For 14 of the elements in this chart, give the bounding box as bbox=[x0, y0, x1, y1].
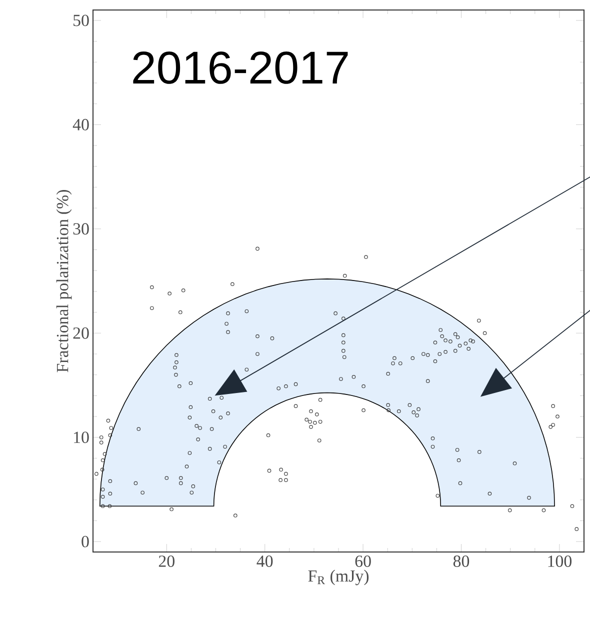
y-tick-label: 20 bbox=[73, 327, 89, 339]
x-axis-title: F$_{R}$ (mJy) bbox=[308, 570, 369, 586]
y-axis-title: Fractional polarization (%) bbox=[56, 190, 72, 372]
x-tick-label: 20 bbox=[158, 556, 174, 567]
x-tick-label: 100 bbox=[548, 556, 572, 567]
annotation: 2016-2017 bbox=[133, 51, 348, 84]
y-tick-label: 30 bbox=[73, 223, 89, 235]
y-tick-label: 50 bbox=[74, 14, 89, 26]
y-tick-label: 0 bbox=[82, 536, 89, 548]
x-tick-label: 60 bbox=[355, 556, 371, 567]
x-tick-label: 40 bbox=[256, 556, 273, 567]
y-tick-label: 40 bbox=[72, 118, 89, 130]
y-tick-label: 10 bbox=[74, 432, 89, 444]
x-tick-label: 80 bbox=[453, 556, 470, 567]
